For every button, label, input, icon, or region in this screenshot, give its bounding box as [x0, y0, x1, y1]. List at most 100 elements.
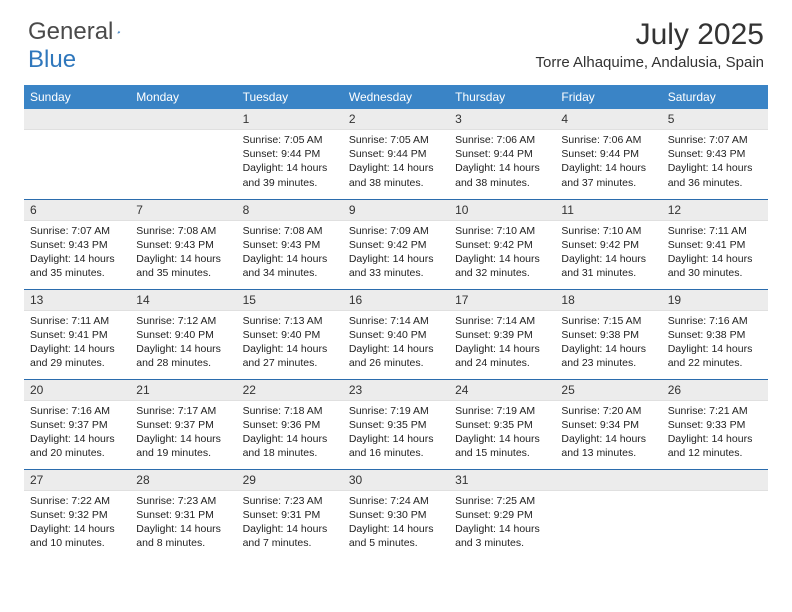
- calendar-day-cell: 24Sunrise: 7:19 AMSunset: 9:35 PMDayligh…: [449, 379, 555, 469]
- calendar-week-row: 6Sunrise: 7:07 AMSunset: 9:43 PMDaylight…: [24, 199, 768, 289]
- calendar-week-row: 27Sunrise: 7:22 AMSunset: 9:32 PMDayligh…: [24, 469, 768, 559]
- day-number-bar: 15: [237, 290, 343, 311]
- calendar-day-cell: 3Sunrise: 7:06 AMSunset: 9:44 PMDaylight…: [449, 109, 555, 199]
- brand-part1: General: [28, 18, 113, 46]
- day-number-bar: 27: [24, 470, 130, 491]
- day-details: Sunrise: 7:14 AMSunset: 9:40 PMDaylight:…: [343, 311, 449, 377]
- calendar-day-cell: 30Sunrise: 7:24 AMSunset: 9:30 PMDayligh…: [343, 469, 449, 559]
- calendar-week-row: 1Sunrise: 7:05 AMSunset: 9:44 PMDaylight…: [24, 109, 768, 199]
- calendar-day-cell: 19Sunrise: 7:16 AMSunset: 9:38 PMDayligh…: [662, 289, 768, 379]
- day-number-bar: 28: [130, 470, 236, 491]
- day-details: Sunrise: 7:17 AMSunset: 9:37 PMDaylight:…: [130, 401, 236, 467]
- calendar-day-cell: 10Sunrise: 7:10 AMSunset: 9:42 PMDayligh…: [449, 199, 555, 289]
- day-details: Sunrise: 7:16 AMSunset: 9:37 PMDaylight:…: [24, 401, 130, 467]
- calendar-day-cell: 4Sunrise: 7:06 AMSunset: 9:44 PMDaylight…: [555, 109, 661, 199]
- day-details: Sunrise: 7:13 AMSunset: 9:40 PMDaylight:…: [237, 311, 343, 377]
- day-number-bar: 11: [555, 200, 661, 221]
- day-details: Sunrise: 7:12 AMSunset: 9:40 PMDaylight:…: [130, 311, 236, 377]
- day-details: Sunrise: 7:23 AMSunset: 9:31 PMDaylight:…: [130, 491, 236, 557]
- day-number-bar: 29: [237, 470, 343, 491]
- day-number-bar: 24: [449, 380, 555, 401]
- day-number-bar: 4: [555, 109, 661, 130]
- day-number-bar: 31: [449, 470, 555, 491]
- day-details: Sunrise: 7:24 AMSunset: 9:30 PMDaylight:…: [343, 491, 449, 557]
- day-details: Sunrise: 7:07 AMSunset: 9:43 PMDaylight:…: [662, 130, 768, 196]
- day-number-bar: 8: [237, 200, 343, 221]
- calendar-day-cell: [555, 469, 661, 559]
- weekday-header: Friday: [555, 85, 661, 109]
- calendar-day-cell: 5Sunrise: 7:07 AMSunset: 9:43 PMDaylight…: [662, 109, 768, 199]
- calendar-table: Sunday Monday Tuesday Wednesday Thursday…: [24, 85, 768, 559]
- calendar-day-cell: 18Sunrise: 7:15 AMSunset: 9:38 PMDayligh…: [555, 289, 661, 379]
- calendar-day-cell: 27Sunrise: 7:22 AMSunset: 9:32 PMDayligh…: [24, 469, 130, 559]
- sail-icon: [117, 22, 121, 42]
- weekday-header: Sunday: [24, 85, 130, 109]
- day-details: Sunrise: 7:10 AMSunset: 9:42 PMDaylight:…: [555, 221, 661, 287]
- day-number-bar: 13: [24, 290, 130, 311]
- calendar-day-cell: 20Sunrise: 7:16 AMSunset: 9:37 PMDayligh…: [24, 379, 130, 469]
- brand-part2: Blue: [28, 46, 76, 74]
- day-number-bar: 30: [343, 470, 449, 491]
- weekday-header: Saturday: [662, 85, 768, 109]
- day-details: Sunrise: 7:08 AMSunset: 9:43 PMDaylight:…: [237, 221, 343, 287]
- day-details: Sunrise: 7:10 AMSunset: 9:42 PMDaylight:…: [449, 221, 555, 287]
- day-number-bar: 7: [130, 200, 236, 221]
- day-details: Sunrise: 7:08 AMSunset: 9:43 PMDaylight:…: [130, 221, 236, 287]
- day-number-bar: 25: [555, 380, 661, 401]
- day-number-bar: 10: [449, 200, 555, 221]
- day-details: Sunrise: 7:15 AMSunset: 9:38 PMDaylight:…: [555, 311, 661, 377]
- day-details: Sunrise: 7:07 AMSunset: 9:43 PMDaylight:…: [24, 221, 130, 287]
- weekday-header: Wednesday: [343, 85, 449, 109]
- day-number-bar: 1: [237, 109, 343, 130]
- calendar-day-cell: 6Sunrise: 7:07 AMSunset: 9:43 PMDaylight…: [24, 199, 130, 289]
- calendar-week-row: 20Sunrise: 7:16 AMSunset: 9:37 PMDayligh…: [24, 379, 768, 469]
- calendar-day-cell: 11Sunrise: 7:10 AMSunset: 9:42 PMDayligh…: [555, 199, 661, 289]
- day-number-bar: 3: [449, 109, 555, 130]
- day-number-bar: [130, 109, 236, 130]
- calendar-day-cell: 29Sunrise: 7:23 AMSunset: 9:31 PMDayligh…: [237, 469, 343, 559]
- day-number-bar: 2: [343, 109, 449, 130]
- page-header: General July 2025 Torre Alhaquime, Andal…: [0, 0, 792, 79]
- day-details: Sunrise: 7:06 AMSunset: 9:44 PMDaylight:…: [449, 130, 555, 196]
- calendar-day-cell: 21Sunrise: 7:17 AMSunset: 9:37 PMDayligh…: [130, 379, 236, 469]
- calendar-day-cell: 22Sunrise: 7:18 AMSunset: 9:36 PMDayligh…: [237, 379, 343, 469]
- calendar-day-cell: 9Sunrise: 7:09 AMSunset: 9:42 PMDaylight…: [343, 199, 449, 289]
- day-number-bar: 16: [343, 290, 449, 311]
- day-details: Sunrise: 7:05 AMSunset: 9:44 PMDaylight:…: [343, 130, 449, 196]
- day-details: Sunrise: 7:09 AMSunset: 9:42 PMDaylight:…: [343, 221, 449, 287]
- weekday-header: Tuesday: [237, 85, 343, 109]
- day-details: Sunrise: 7:19 AMSunset: 9:35 PMDaylight:…: [343, 401, 449, 467]
- day-number-bar: [24, 109, 130, 130]
- calendar-day-cell: [662, 469, 768, 559]
- day-details: Sunrise: 7:14 AMSunset: 9:39 PMDaylight:…: [449, 311, 555, 377]
- location-line: Torre Alhaquime, Andalusia, Spain: [536, 54, 764, 71]
- day-number-bar: 23: [343, 380, 449, 401]
- weekday-header: Monday: [130, 85, 236, 109]
- day-number-bar: 9: [343, 200, 449, 221]
- weekday-header-row: Sunday Monday Tuesday Wednesday Thursday…: [24, 85, 768, 109]
- calendar-day-cell: 7Sunrise: 7:08 AMSunset: 9:43 PMDaylight…: [130, 199, 236, 289]
- calendar-week-row: 13Sunrise: 7:11 AMSunset: 9:41 PMDayligh…: [24, 289, 768, 379]
- calendar-day-cell: 1Sunrise: 7:05 AMSunset: 9:44 PMDaylight…: [237, 109, 343, 199]
- day-number-bar: [555, 470, 661, 491]
- calendar-day-cell: 17Sunrise: 7:14 AMSunset: 9:39 PMDayligh…: [449, 289, 555, 379]
- day-number-bar: 17: [449, 290, 555, 311]
- day-number-bar: 21: [130, 380, 236, 401]
- calendar-day-cell: 12Sunrise: 7:11 AMSunset: 9:41 PMDayligh…: [662, 199, 768, 289]
- day-details: Sunrise: 7:25 AMSunset: 9:29 PMDaylight:…: [449, 491, 555, 557]
- calendar-day-cell: 13Sunrise: 7:11 AMSunset: 9:41 PMDayligh…: [24, 289, 130, 379]
- title-block: July 2025 Torre Alhaquime, Andalusia, Sp…: [536, 18, 764, 71]
- day-details: Sunrise: 7:19 AMSunset: 9:35 PMDaylight:…: [449, 401, 555, 467]
- calendar-day-cell: 14Sunrise: 7:12 AMSunset: 9:40 PMDayligh…: [130, 289, 236, 379]
- day-details: Sunrise: 7:06 AMSunset: 9:44 PMDaylight:…: [555, 130, 661, 196]
- calendar-day-cell: 28Sunrise: 7:23 AMSunset: 9:31 PMDayligh…: [130, 469, 236, 559]
- calendar-day-cell: 23Sunrise: 7:19 AMSunset: 9:35 PMDayligh…: [343, 379, 449, 469]
- calendar-day-cell: 2Sunrise: 7:05 AMSunset: 9:44 PMDaylight…: [343, 109, 449, 199]
- day-details: Sunrise: 7:22 AMSunset: 9:32 PMDaylight:…: [24, 491, 130, 557]
- day-number-bar: 12: [662, 200, 768, 221]
- day-number-bar: 14: [130, 290, 236, 311]
- day-details: Sunrise: 7:05 AMSunset: 9:44 PMDaylight:…: [237, 130, 343, 196]
- calendar-day-cell: 26Sunrise: 7:21 AMSunset: 9:33 PMDayligh…: [662, 379, 768, 469]
- day-number-bar: 26: [662, 380, 768, 401]
- calendar-day-cell: 31Sunrise: 7:25 AMSunset: 9:29 PMDayligh…: [449, 469, 555, 559]
